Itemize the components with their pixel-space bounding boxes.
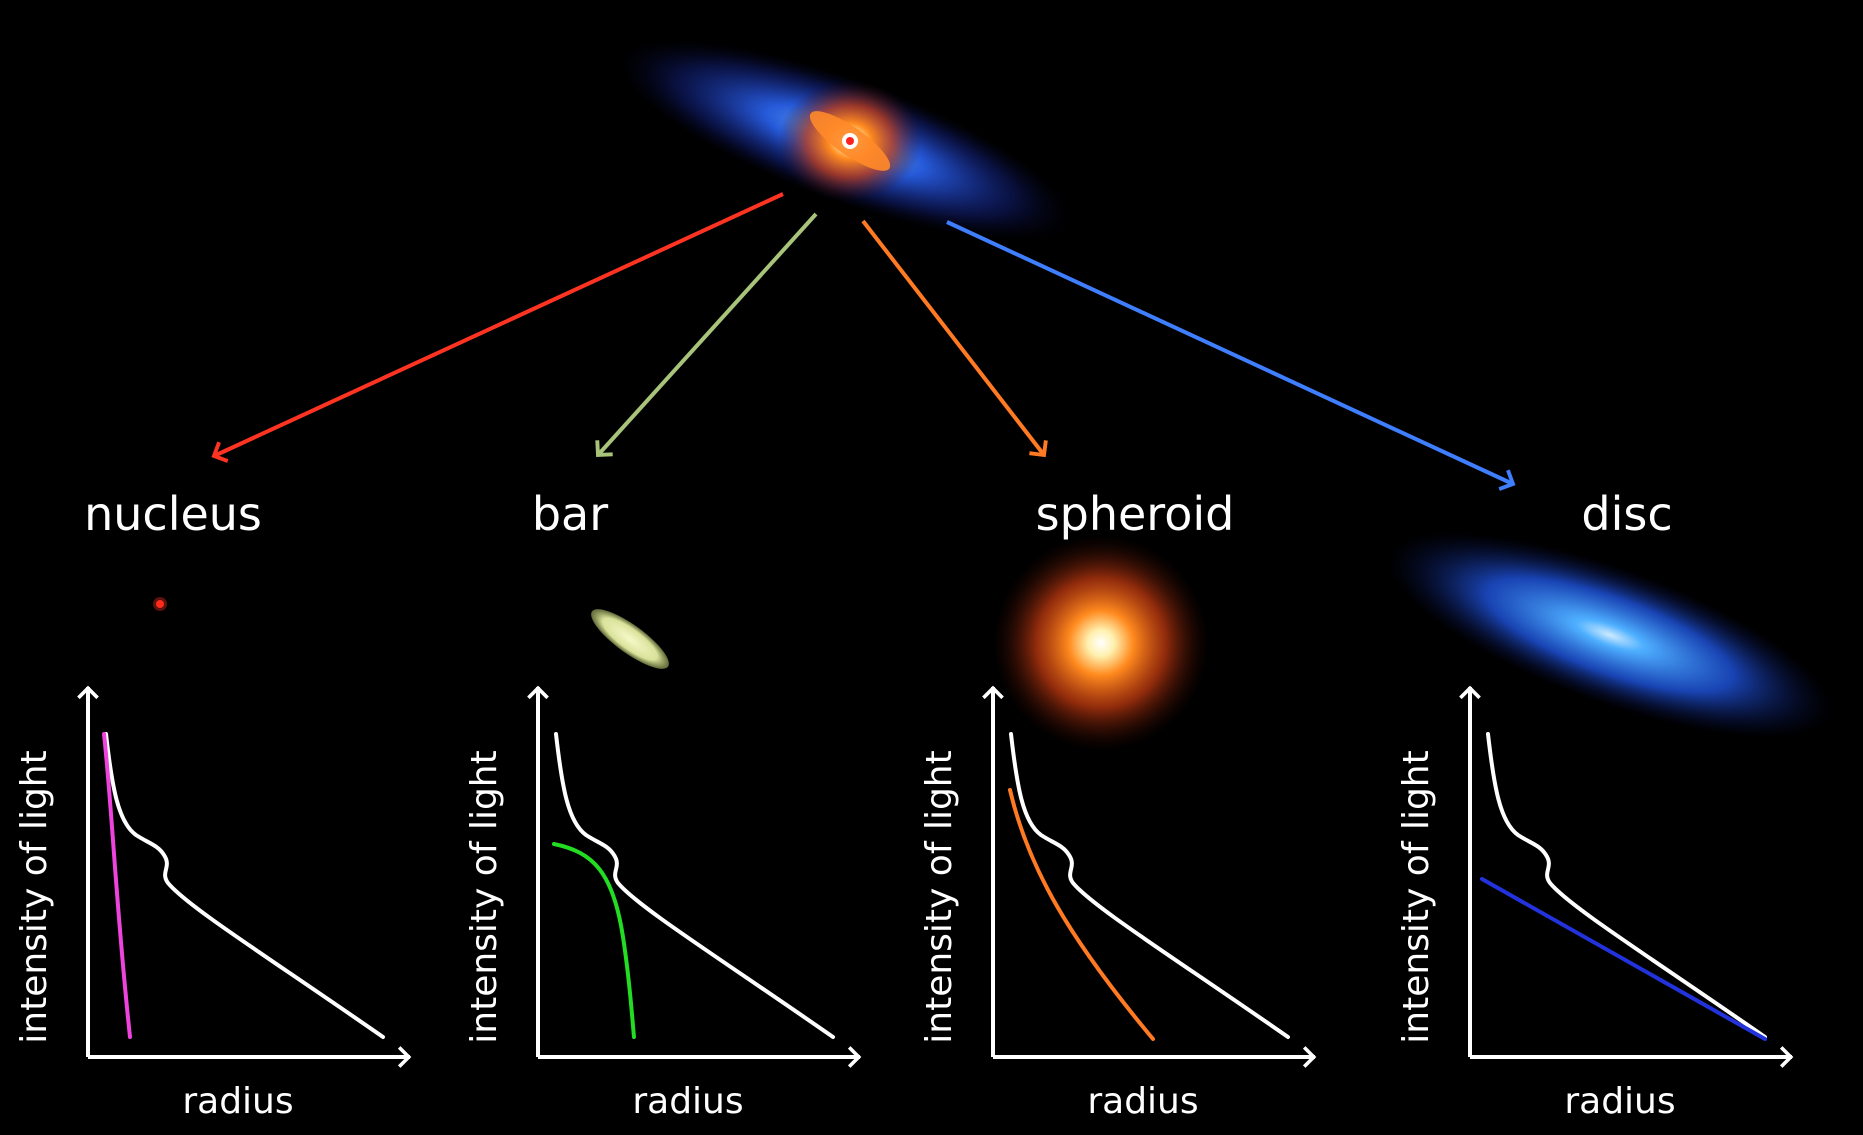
arrow-to-bar [595,212,818,458]
xlabel-bar: radius [632,1081,743,1122]
nucleus-image [153,597,167,611]
title-spheroid: spheroid [1036,487,1235,541]
panel-spheroid: radius intensity of light [919,685,1317,1122]
component-profile-spheroid [1008,788,1155,1041]
title-nucleus: nucleus [84,487,262,541]
panel-disc: radius intensity of light [1396,685,1794,1122]
total-profile-bar [554,732,835,1039]
ylabel-nucleus: intensity of light [14,750,55,1043]
title-disc: disc [1581,487,1672,541]
xlabel-nucleus: radius [182,1081,293,1122]
bar-image [591,609,669,669]
component-profile-disc [1480,877,1767,1041]
profile-panels: radius intensity of light radius intensity … [14,685,1794,1122]
composite-galaxy [618,39,1072,241]
arrow-to-disc [946,220,1516,491]
title-bar: bar [532,487,608,541]
component-profile-bar [552,842,636,1039]
spheroid-image [993,535,1209,751]
total-profile-disc [1486,732,1767,1039]
panel-nucleus: radius intensity of light [14,685,412,1122]
ylabel-disc: intensity of light [1396,750,1437,1043]
panel-bar: radius intensity of light [464,685,862,1122]
arrow-to-spheroid [861,219,1048,458]
arrow-to-nucleus [211,192,784,463]
total-profile-spheroid [1009,732,1290,1039]
xlabel-disc: radius [1564,1081,1675,1122]
ylabel-bar: intensity of light [464,750,505,1043]
xlabel-spheroid: radius [1087,1081,1198,1122]
total-profile-nucleus [104,732,385,1039]
ylabel-spheroid: intensity of light [919,750,960,1043]
disc-image [1387,532,1833,738]
component-profile-nucleus [102,732,132,1039]
composite-nucleus [846,137,854,145]
